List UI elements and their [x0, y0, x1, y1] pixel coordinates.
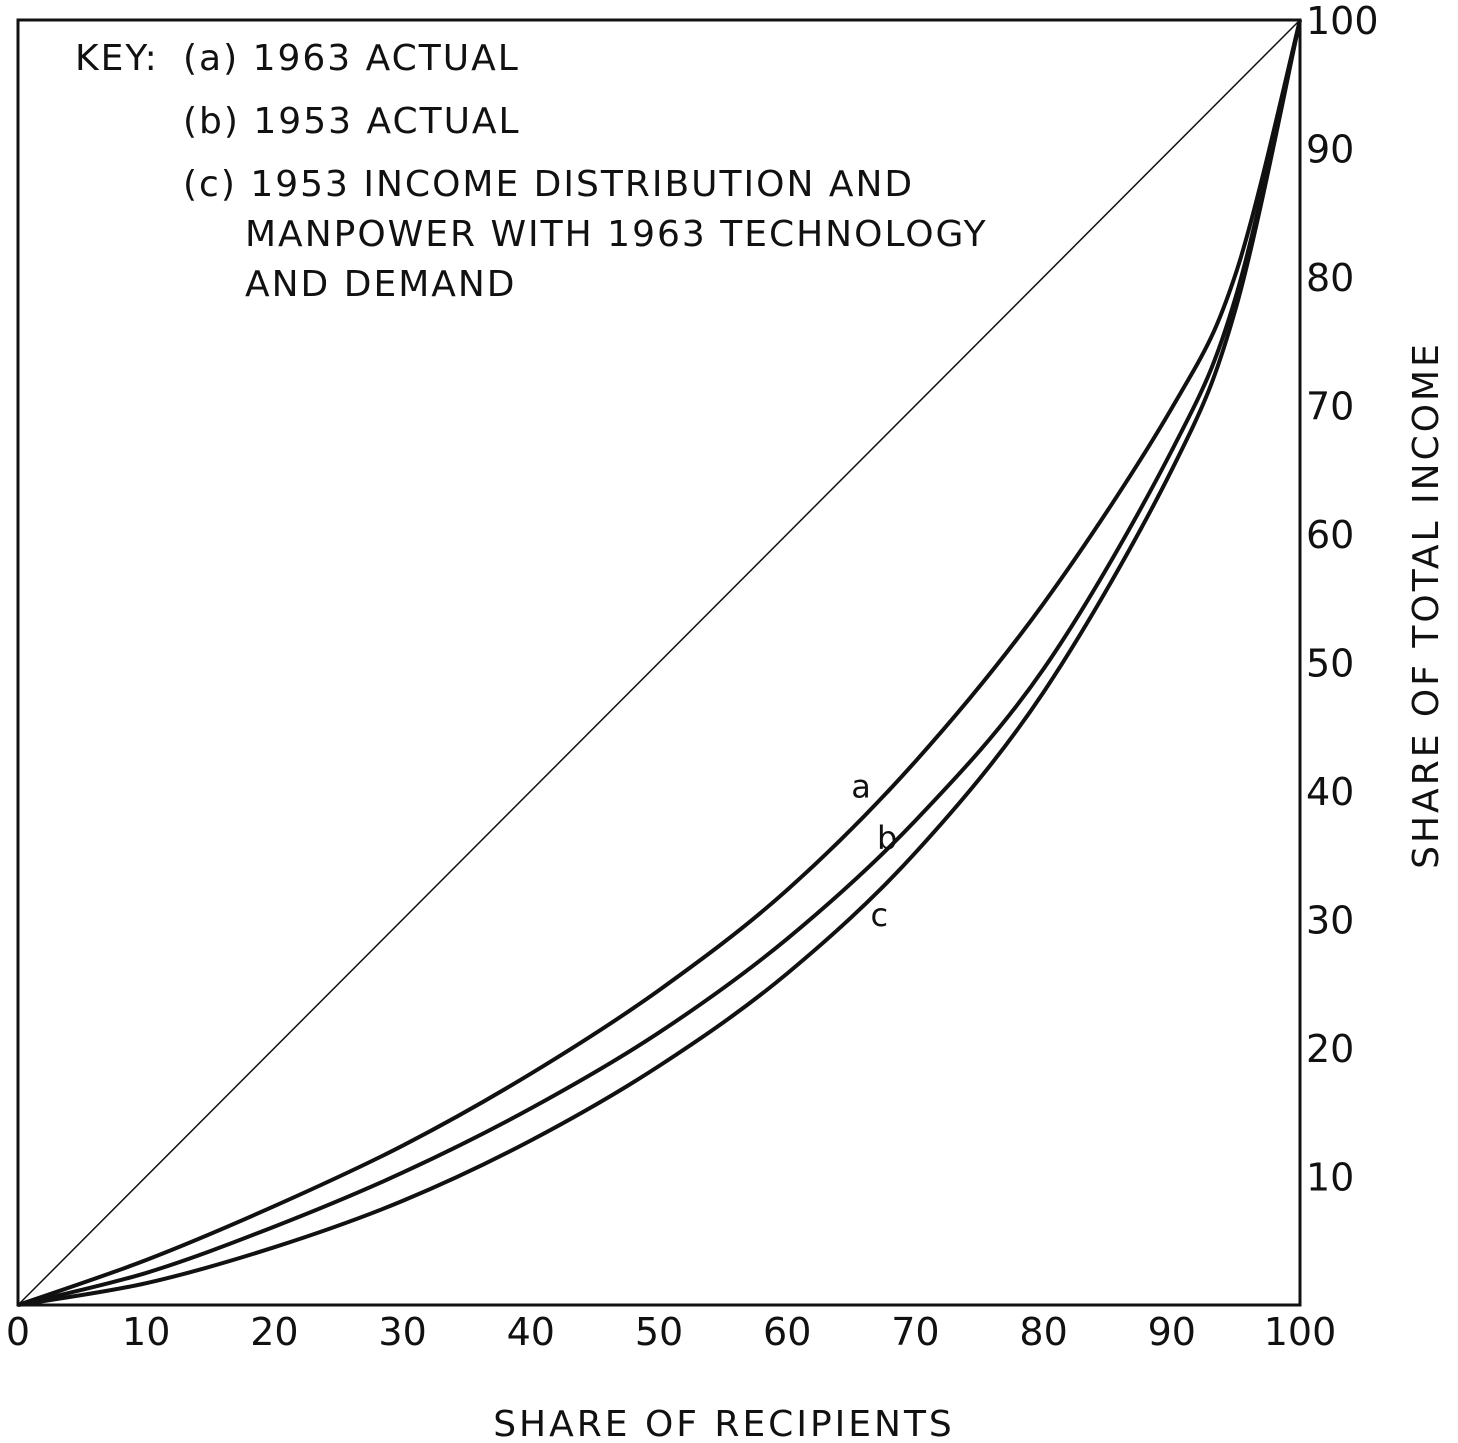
- x-tick-label-100: 100: [1264, 1310, 1337, 1354]
- key-line-c-cont-2: AND DEMAND: [245, 264, 517, 305]
- y-tick-label-60: 60: [1306, 513, 1354, 557]
- y-tick-label-20: 20: [1306, 1027, 1354, 1071]
- y-axis-label: SHARE OF TOTAL INCOME: [1406, 341, 1447, 869]
- legend-key: KEY: (a) 1963 ACTUAL (b) 1953 ACTUAL (c)…: [75, 38, 988, 305]
- x-tick-label-80: 80: [1019, 1310, 1067, 1354]
- y-tick-label-40: 40: [1306, 770, 1354, 814]
- curve-label-c: c: [871, 896, 889, 934]
- y-tick-label-10: 10: [1306, 1156, 1354, 1200]
- y-tick-label-90: 90: [1306, 128, 1354, 172]
- y-tick-label-30: 30: [1306, 899, 1354, 943]
- equality-line: [17, 19, 1301, 1306]
- x-tick-label-10: 10: [122, 1310, 170, 1354]
- x-tick-labels: 0 10 20 30 40 50 60 70 80 90 100: [6, 1310, 1336, 1354]
- x-tick-label-90: 90: [1148, 1310, 1196, 1354]
- y-tick-label-100: 100: [1306, 0, 1379, 43]
- x-axis-label: SHARE OF RECIPIENTS: [493, 1404, 955, 1443]
- x-tick-label-20: 20: [250, 1310, 298, 1354]
- x-tick-label-60: 60: [763, 1310, 811, 1354]
- curve-label-a: a: [851, 767, 871, 805]
- x-tick-label-70: 70: [891, 1310, 939, 1354]
- key-prefix: KEY:: [75, 38, 159, 79]
- curve-labels: ab c: [851, 767, 897, 934]
- curves: [17, 19, 1302, 1307]
- x-tick-label-50: 50: [635, 1310, 683, 1354]
- curve-a: [17, 19, 1302, 1307]
- x-tick-label-40: 40: [507, 1310, 555, 1354]
- x-tick-label-0: 0: [6, 1310, 30, 1354]
- key-line-c: (c) 1953 INCOME DISTRIBUTION AND: [183, 164, 914, 205]
- curve-label-b: b: [877, 819, 897, 857]
- curve-c: [17, 19, 1302, 1307]
- x-tick-label-30: 30: [378, 1310, 426, 1354]
- key-line-c-cont-1: MANPOWER WITH 1963 TECHNOLOGY: [245, 214, 988, 255]
- y-tick-label-80: 80: [1306, 256, 1354, 300]
- y-tick-labels: 10 20 30 40 50 60 70 80 90 100: [1306, 0, 1379, 1200]
- key-line-b: (b) 1953 ACTUAL: [183, 101, 521, 142]
- curve-b: [17, 19, 1302, 1307]
- y-tick-label-50: 50: [1306, 642, 1354, 686]
- y-tick-label-70: 70: [1306, 385, 1354, 429]
- key-line-a: (a) 1963 ACTUAL: [183, 38, 520, 79]
- plot-frame: [16, 18, 1302, 1307]
